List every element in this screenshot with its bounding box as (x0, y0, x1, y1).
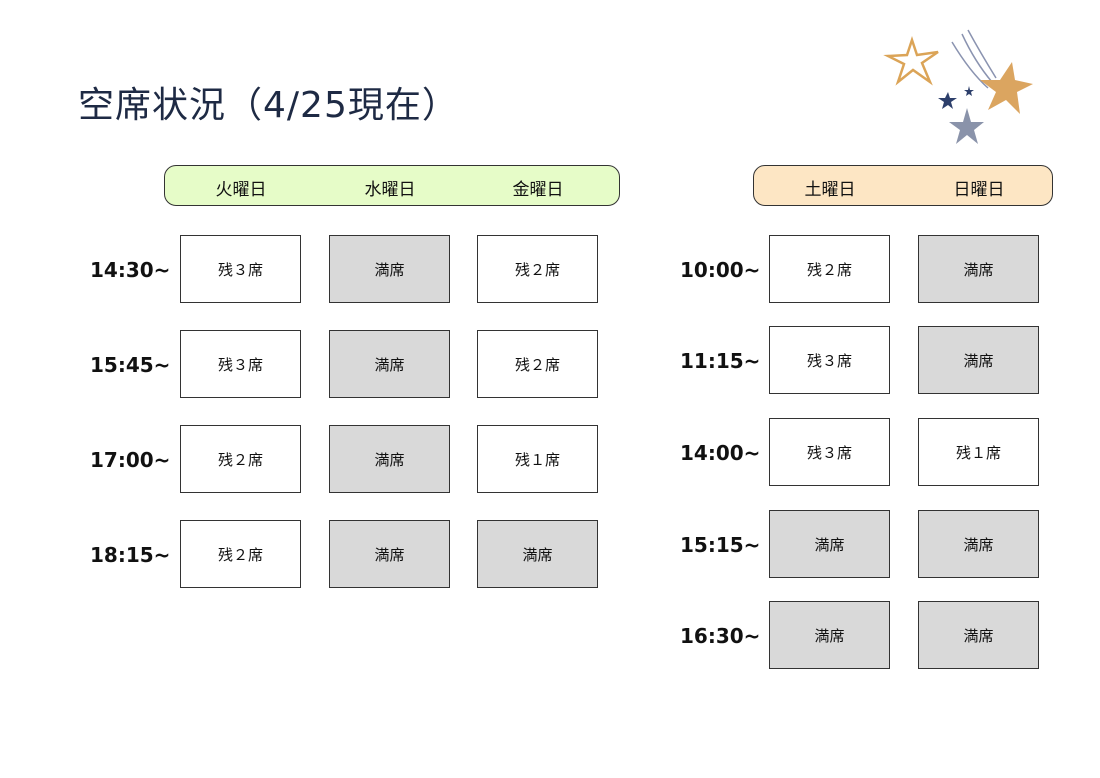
time-slot-label: 15:15~ (680, 533, 761, 557)
time-slot-label: 14:30~ (90, 258, 171, 282)
availability-cell: 満席 (918, 235, 1039, 303)
day-label: 水曜日 (364, 180, 416, 200)
time-slot-label: 16:30~ (680, 624, 761, 648)
page-title: 空席状況（4/25現在） (78, 85, 459, 126)
availability-cell: 残１席 (918, 418, 1039, 486)
availability-cell: 満席 (329, 425, 450, 493)
weekend-day-header: 土曜日 日曜日 (753, 165, 1053, 206)
time-slot-label: 15:45~ (90, 353, 171, 377)
availability-cell: 残２席 (477, 235, 598, 303)
small-star-icon (938, 92, 957, 109)
outline-star-icon (883, 36, 939, 86)
availability-cell: 残２席 (769, 235, 890, 303)
time-slot-label: 11:15~ (680, 349, 761, 373)
weekday-day-header: 火曜日 水曜日 金曜日 (164, 165, 620, 206)
availability-cell: 満席 (477, 520, 598, 588)
day-label: 土曜日 (804, 180, 856, 200)
availability-cell: 残１席 (477, 425, 598, 493)
availability-cell: 満席 (918, 510, 1039, 578)
time-slot-label: 14:00~ (680, 441, 761, 465)
gray-star-icon (949, 108, 984, 144)
comet-tail-icon (951, 29, 997, 89)
availability-cell: 残３席 (180, 235, 301, 303)
smiling-star-icon (980, 62, 1033, 114)
time-slot-label: 18:15~ (90, 543, 171, 567)
day-label: 金曜日 (512, 180, 564, 200)
availability-cell: 満席 (329, 330, 450, 398)
stars-illustration (883, 29, 1033, 144)
time-slot-label: 10:00~ (680, 258, 761, 282)
availability-cell: 残３席 (769, 418, 890, 486)
availability-cell: 満席 (918, 601, 1039, 669)
availability-cell: 残２席 (180, 425, 301, 493)
availability-cell: 満席 (918, 326, 1039, 394)
day-label: 日曜日 (953, 180, 1005, 200)
availability-cell: 満席 (769, 510, 890, 578)
availability-cell: 残３席 (769, 326, 890, 394)
availability-cell: 満席 (769, 601, 890, 669)
tiny-star-icon (964, 86, 974, 96)
availability-cell: 満席 (329, 235, 450, 303)
availability-cell: 残２席 (180, 520, 301, 588)
day-label: 火曜日 (215, 180, 267, 200)
availability-cell: 残２席 (477, 330, 598, 398)
time-slot-label: 17:00~ (90, 448, 171, 472)
availability-cell: 残３席 (180, 330, 301, 398)
availability-cell: 満席 (329, 520, 450, 588)
